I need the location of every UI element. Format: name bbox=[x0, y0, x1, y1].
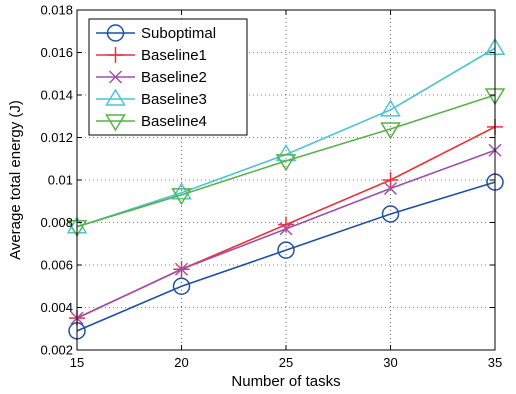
data-point bbox=[279, 222, 293, 236]
y-tick-label: 0.018 bbox=[40, 3, 73, 18]
data-point bbox=[171, 182, 192, 200]
legend-marker bbox=[106, 24, 125, 42]
x-axis-label: Number of tasks bbox=[231, 373, 340, 390]
legend-item: Suboptimal bbox=[96, 24, 216, 42]
data-point bbox=[172, 277, 191, 295]
y-tick-label: 0.006 bbox=[40, 258, 73, 273]
data-point bbox=[171, 188, 192, 206]
legend-label: Baseline2 bbox=[141, 69, 207, 86]
legend-item: Baseline3 bbox=[96, 88, 207, 108]
data-point bbox=[277, 241, 295, 259]
y-axis-label: Average total energy (J) bbox=[7, 100, 24, 260]
series-suboptimal bbox=[68, 173, 504, 340]
x-tick-label: 25 bbox=[279, 355, 293, 370]
y-tick-label: 0.002 bbox=[40, 343, 73, 358]
series-line bbox=[76, 181, 496, 332]
x-tick-label: 20 bbox=[174, 355, 188, 370]
data-point bbox=[275, 154, 297, 172]
y-tick-label: 0.004 bbox=[40, 300, 73, 315]
y-tick-label: 0.014 bbox=[40, 88, 73, 103]
legend-label: Baseline1 bbox=[141, 47, 207, 64]
x-tick-label: 30 bbox=[383, 355, 397, 370]
legend-item: Baseline1 bbox=[96, 47, 207, 64]
legend-label: Baseline4 bbox=[141, 113, 207, 130]
x-tick-label: 15 bbox=[70, 355, 84, 370]
legend-marker bbox=[105, 88, 126, 106]
legend-marker bbox=[105, 114, 126, 132]
y-tick-label: 0.008 bbox=[40, 215, 73, 230]
legend-item: Baseline2 bbox=[96, 69, 207, 86]
series-layer bbox=[66, 37, 506, 340]
legend-marker bbox=[107, 47, 124, 63]
data-point bbox=[382, 172, 399, 188]
legend-label: Suboptimal bbox=[141, 25, 216, 42]
data-point bbox=[380, 122, 401, 140]
data-point bbox=[174, 262, 189, 276]
y-tick-label: 0.01 bbox=[48, 173, 73, 188]
data-point bbox=[381, 205, 400, 223]
legend-marker bbox=[108, 70, 123, 84]
legend: Suboptimal Baseline1 Baseline2 Baseline3 Bas… bbox=[88, 18, 248, 136]
data-point bbox=[383, 181, 398, 196]
legend-item: Baseline4 bbox=[96, 113, 207, 132]
y-tick-label: 0.016 bbox=[40, 45, 73, 60]
x-tick-label: 35 bbox=[488, 355, 502, 370]
y-tick-label: 0.012 bbox=[40, 130, 73, 145]
data-point bbox=[278, 216, 294, 233]
data-point bbox=[380, 99, 401, 117]
series-line bbox=[76, 94, 496, 228]
axis-ticks: 15 20 25 30 35 0.002 0.004 0.006 0.008 0.01 0.012 0… bbox=[40, 3, 502, 371]
legend-label: Baseline3 bbox=[141, 91, 207, 108]
